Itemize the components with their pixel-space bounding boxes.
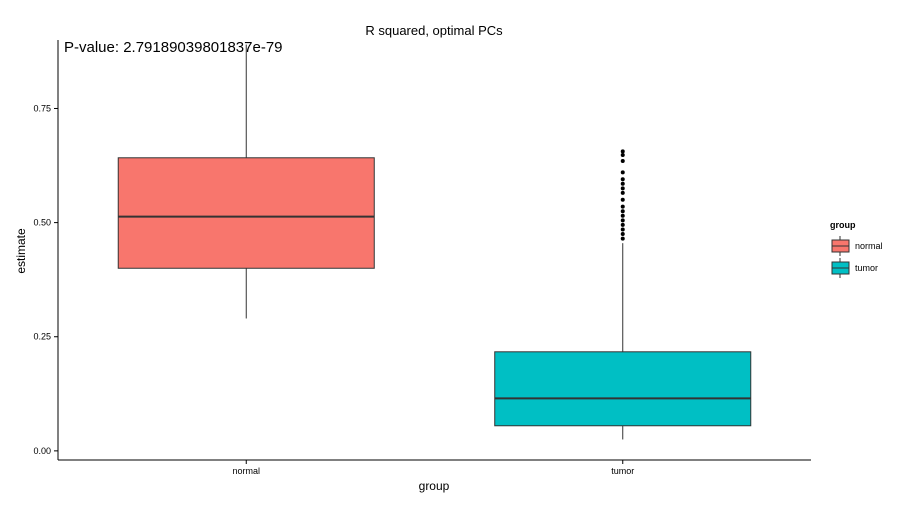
legend-label: tumor (855, 263, 878, 273)
outlier-point (620, 218, 625, 223)
boxes-group (117, 44, 752, 440)
outlier-point (620, 236, 625, 241)
p-value-annotation: P-value: 2.79189039801837e-79 (64, 39, 283, 56)
chart-title: R squared, optimal PCs (365, 23, 503, 38)
y-tick-label: 0.25 (33, 332, 51, 342)
outlier-point (620, 158, 625, 163)
outlier-point (620, 190, 625, 195)
legend-label: normal (855, 241, 883, 251)
box-body (117, 157, 375, 269)
outlier-point (620, 149, 625, 154)
outlier-point (620, 204, 625, 209)
outlier-point (620, 197, 625, 202)
y-tick-label: 0.00 (33, 446, 51, 456)
box-tumor (494, 149, 752, 440)
outlier-point (620, 227, 625, 232)
legend: group normal tumor (830, 220, 883, 278)
legend-title: group (830, 220, 856, 230)
outlier-point (620, 177, 625, 182)
outlier-point (620, 232, 625, 237)
x-tick-label: normal (232, 466, 260, 476)
box-normal (117, 44, 375, 319)
y-axis-ticks: 0.00 0.25 0.50 0.75 (33, 103, 58, 456)
y-tick-label: 0.75 (33, 103, 51, 113)
outlier-point (620, 222, 625, 227)
x-tick-label: tumor (611, 466, 634, 476)
outlier-point (620, 181, 625, 186)
x-axis-ticks: normal tumor (232, 460, 634, 476)
x-axis-title: group (419, 479, 450, 493)
outlier-point (620, 209, 625, 214)
outlier-point (620, 153, 625, 158)
outlier-point (620, 213, 625, 218)
box-body (494, 351, 752, 427)
y-axis-title: estimate (14, 228, 28, 274)
y-tick-label: 0.50 (33, 218, 51, 228)
outlier-point (620, 170, 625, 175)
legend-item-tumor: tumor (831, 258, 878, 278)
outlier-point (620, 186, 625, 191)
legend-item-normal: normal (831, 236, 883, 256)
